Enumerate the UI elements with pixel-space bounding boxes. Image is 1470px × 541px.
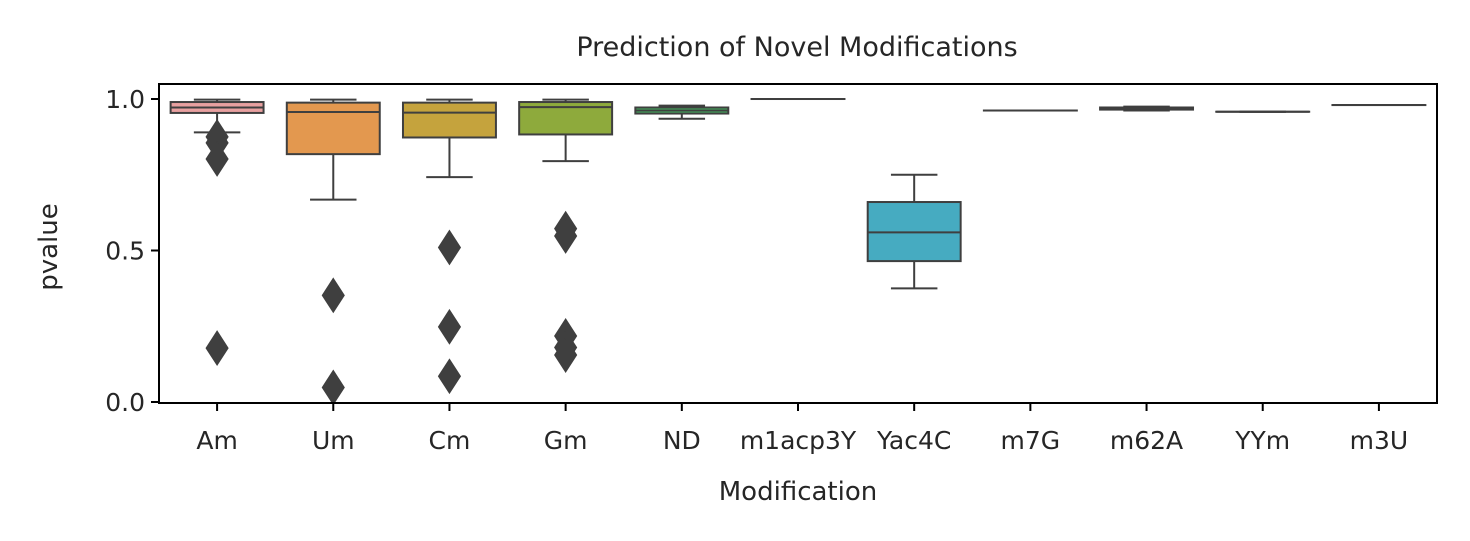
outlier-point — [321, 369, 345, 406]
outlier-point — [554, 218, 578, 254]
y-axis-label: pvalue — [34, 203, 64, 291]
box-ND — [634, 104, 730, 120]
box-Cm — [401, 98, 497, 395]
y-tick-label: 0.5 — [105, 237, 145, 266]
box-Yac4C — [866, 173, 962, 290]
outlier-point — [205, 330, 229, 366]
x-tick-label: m3U — [1350, 426, 1409, 455]
axis-ticks: 0.0 0.5 1.0 Am Um Cm Gm ND m1acp3Y Yac4C m7G m62A YY… — [105, 85, 1408, 455]
x-tick-label: ND — [663, 426, 701, 455]
plot-area — [169, 98, 1427, 406]
x-tick-label: m7G — [1001, 426, 1061, 455]
outlier-point — [321, 277, 345, 314]
x-tick-label: m1acp3Y — [740, 426, 857, 455]
x-tick-label: YYm — [1234, 426, 1290, 455]
chart-title: Prediction of Novel Modifications — [576, 32, 1017, 63]
outlier-point — [437, 229, 462, 266]
outlier-point — [205, 141, 229, 177]
outlier-point — [437, 358, 462, 395]
box-Um — [285, 98, 381, 406]
box-Gm — [518, 98, 614, 373]
x-tick-label: Gm — [544, 426, 588, 455]
outlier-point — [554, 337, 578, 373]
x-tick-label: Cm — [429, 426, 471, 455]
x-tick-label: Yac4C — [876, 426, 951, 455]
box-body — [285, 101, 381, 156]
box-m62A — [1099, 105, 1195, 112]
x-tick-label: m62A — [1110, 426, 1183, 455]
x-tick-label: Am — [196, 426, 237, 455]
x-tick-label: Um — [312, 426, 355, 455]
box-body — [401, 101, 497, 139]
box-Am — [169, 98, 265, 366]
y-tick-label: 0.0 — [105, 388, 145, 417]
axes-frame — [158, 83, 1438, 404]
y-tick-label: 1.0 — [105, 85, 145, 114]
x-axis-label: Modification — [719, 477, 877, 507]
outlier-point — [437, 308, 462, 345]
